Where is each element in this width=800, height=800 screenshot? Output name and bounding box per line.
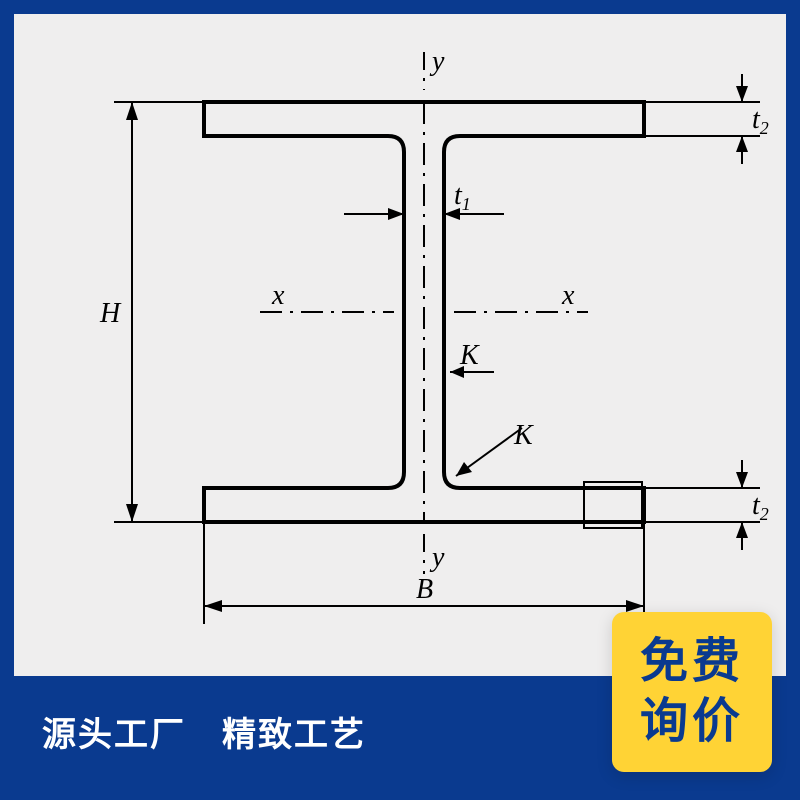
inquiry-line1: 免费 — [640, 632, 744, 692]
dim-B-arrow-l — [204, 600, 222, 612]
label-y-top: y — [429, 46, 445, 77]
label-B: B — [416, 574, 433, 605]
inquiry-line2: 询价 — [640, 692, 744, 752]
dim-t2t-arrow-b — [736, 136, 748, 152]
dim-B-arrow-r — [626, 600, 644, 612]
footer-slogan: 源头工厂 精致工艺 — [42, 707, 366, 756]
dim-H-arrow-bot — [126, 504, 138, 522]
diagram-background: y y x x H B — [14, 14, 786, 786]
label-t2-bot: t2 — [752, 490, 769, 524]
h-beam-svg: y y x x H B — [54, 42, 774, 642]
h-beam-diagram: y y x x H B — [54, 42, 774, 642]
label-x-left: x — [271, 280, 285, 311]
dim-t1-arrow-l — [388, 208, 404, 220]
dim-H-arrow-top — [126, 102, 138, 120]
footer-text-2: 精致工艺 — [222, 707, 366, 756]
label-t2-top: t2 — [752, 104, 769, 138]
dim-K2-arrow — [456, 462, 472, 476]
footer-text-1: 源头工厂 — [42, 707, 186, 756]
outer-frame: y y x x H B — [0, 0, 800, 800]
dim-t2b-arrow-t — [736, 472, 748, 488]
dim-t2t-arrow-t — [736, 86, 748, 102]
label-H: H — [99, 298, 122, 329]
label-K1: K — [459, 340, 480, 371]
dim-t2b-arrow-b — [736, 522, 748, 538]
label-K2: K — [513, 420, 534, 451]
label-t1: t1 — [454, 180, 471, 214]
label-y-bottom: y — [429, 542, 445, 573]
label-x-right: x — [561, 280, 575, 311]
free-inquiry-button[interactable]: 免费 询价 — [612, 612, 772, 772]
